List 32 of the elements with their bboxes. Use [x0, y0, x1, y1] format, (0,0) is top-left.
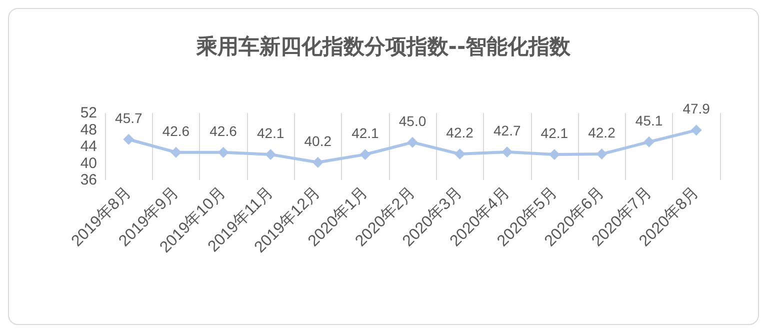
data-label: 42.2	[446, 124, 474, 141]
y-tick-label: 44	[80, 138, 97, 155]
point	[502, 146, 513, 158]
point	[454, 148, 466, 160]
point	[596, 148, 608, 160]
data-label: 45.1	[635, 112, 663, 128]
point	[407, 136, 418, 148]
data-label: 42.7	[493, 122, 521, 138]
data-label: 45.0	[398, 112, 426, 129]
data-label: 42.1	[352, 124, 380, 141]
point	[548, 148, 560, 160]
y-tick-label: 52	[80, 104, 97, 122]
y-tick-label: 48	[80, 121, 97, 138]
point	[644, 136, 655, 148]
y-tick-label: 40	[80, 154, 97, 172]
point	[265, 148, 276, 160]
data-label: 42.2	[588, 124, 616, 141]
data-label: 42.1	[540, 124, 568, 141]
point	[123, 134, 134, 145]
point	[360, 148, 371, 160]
data-label: 45.7	[115, 110, 142, 126]
data-label: 47.9	[682, 100, 710, 117]
chart-title: 乘用车新四化指数分项指数--智能化指数	[195, 34, 572, 58]
data-label: 42.6	[210, 122, 238, 139]
point	[218, 146, 229, 158]
y-tick-label: 36	[80, 172, 97, 188]
point	[170, 146, 182, 158]
data-label: 40.2	[304, 132, 332, 149]
data-label: 42.6	[162, 122, 190, 139]
data-label: 42.1	[256, 124, 284, 141]
point	[690, 124, 702, 136]
point	[312, 156, 324, 168]
